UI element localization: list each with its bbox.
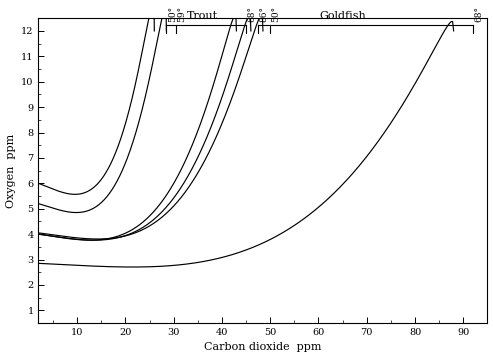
- Text: 59°: 59°: [177, 6, 186, 22]
- Y-axis label: Oxygen  ppm: Oxygen ppm: [5, 134, 16, 208]
- Text: 68°: 68°: [247, 6, 256, 22]
- Text: Trout: Trout: [187, 11, 218, 21]
- Text: 50°: 50°: [272, 6, 281, 22]
- Text: 68°: 68°: [474, 6, 484, 22]
- Text: Goldfish: Goldfish: [319, 11, 366, 21]
- Text: 86°: 86°: [260, 6, 269, 22]
- X-axis label: Carbon dioxide  ppm: Carbon dioxide ppm: [204, 343, 322, 352]
- Text: 50°: 50°: [168, 6, 177, 22]
